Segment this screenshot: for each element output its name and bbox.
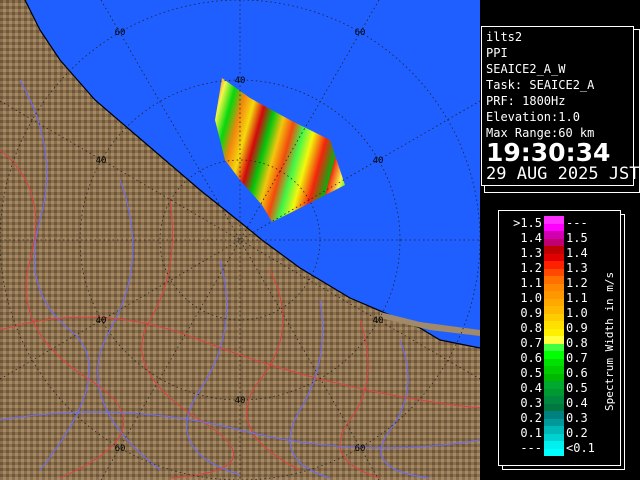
legend-left-label: 0.3 bbox=[520, 396, 542, 410]
legend-right-label: 0.9 bbox=[566, 321, 588, 335]
legend-swatch bbox=[544, 276, 564, 291]
legend-left-label: 0.7 bbox=[520, 336, 542, 350]
scan-date: 29 AUG 2025 JST bbox=[486, 164, 640, 184]
legend-row: 0.4 0.5 bbox=[499, 381, 620, 396]
ring-label: 40 bbox=[373, 156, 384, 166]
ppi-map: 40 40 40 40 40 40 60 60 60 60 bbox=[0, 0, 480, 480]
legend-left-label: 1.0 bbox=[520, 291, 542, 305]
legend-row: 0.5 0.6 bbox=[499, 366, 620, 381]
ring-label: 40 bbox=[96, 156, 107, 166]
legend-swatch bbox=[544, 381, 564, 396]
ring-label: 40 bbox=[235, 396, 246, 406]
ring-label: 60 bbox=[355, 28, 366, 38]
legend-row: 0.1 0.2 bbox=[499, 426, 620, 441]
legend-unit-label: Spectrum Width in m/s bbox=[603, 271, 616, 411]
ring-label: 40 bbox=[96, 316, 107, 326]
legend-row: 1.3 1.4 bbox=[499, 246, 620, 261]
legend-right-label: 0.4 bbox=[566, 396, 588, 410]
legend-right-label: <0.1 bbox=[566, 441, 595, 455]
legend-swatch bbox=[544, 291, 564, 306]
legend-row: >1.5 --- bbox=[499, 216, 620, 231]
legend-row: 1.2 1.3 bbox=[499, 261, 620, 276]
legend-left-label: 0.4 bbox=[520, 381, 542, 395]
legend-right-label: 0.7 bbox=[566, 351, 588, 365]
color-legend: >1.5 --- 1.4 1.5 1.3 1.4 1.2 1.3 1.1 1.2 1.0 1.1 0.9… bbox=[498, 210, 621, 466]
legend-row: 0.6 0.7 bbox=[499, 351, 620, 366]
legend-right-label: 0.2 bbox=[566, 426, 588, 440]
legend-swatch bbox=[544, 261, 564, 276]
ring-label: 60 bbox=[355, 444, 366, 454]
legend-left-label: 1.4 bbox=[520, 231, 542, 245]
legend-swatch bbox=[544, 231, 564, 246]
legend-right-label: 1.2 bbox=[566, 276, 588, 290]
legend-right-label: 1.0 bbox=[566, 306, 588, 320]
legend-swatch bbox=[544, 216, 564, 231]
legend-swatch bbox=[544, 336, 564, 351]
legend-row: 0.3 0.4 bbox=[499, 396, 620, 411]
task: Task: SEAICE2_A bbox=[486, 78, 595, 92]
legend-left-label: 0.9 bbox=[520, 306, 542, 320]
legend-row: --- <0.1 bbox=[499, 441, 620, 456]
legend-swatch bbox=[544, 321, 564, 336]
elevation: Elevation:1.0 bbox=[486, 110, 580, 124]
rivers bbox=[0, 79, 480, 479]
legend-right-label: 1.1 bbox=[566, 291, 588, 305]
legend-right-label: 1.3 bbox=[566, 261, 588, 275]
legend-left-label: 0.1 bbox=[520, 426, 542, 440]
legend-swatch bbox=[544, 396, 564, 411]
sandbar bbox=[380, 312, 480, 336]
radar-name: ilts2 bbox=[486, 30, 523, 44]
info-panel: ilts2 PPI SEAICE2_A_W Task: SEAICE2_A PR… bbox=[481, 26, 640, 186]
max-range: Max Range:60 km bbox=[486, 126, 595, 140]
product-name: SEAICE2_A_W bbox=[486, 62, 566, 76]
legend-right-label: --- bbox=[566, 216, 588, 230]
legend-swatch bbox=[544, 411, 564, 426]
legend-row: 0.9 1.0 bbox=[499, 306, 620, 321]
legend-left-label: >1.5 bbox=[513, 216, 542, 230]
legend-swatch bbox=[544, 351, 564, 366]
legend-row: 0.2 0.3 bbox=[499, 411, 620, 426]
legend-row: 1.4 1.5 bbox=[499, 231, 620, 246]
legend-right-label: 0.3 bbox=[566, 411, 588, 425]
legend-left-label: 0.6 bbox=[520, 351, 542, 365]
legend-left-label: --- bbox=[520, 441, 542, 455]
legend-swatch bbox=[544, 246, 564, 261]
legend-swatch bbox=[544, 366, 564, 381]
legend-left-label: 1.1 bbox=[520, 276, 542, 290]
ring-label: 40 bbox=[235, 76, 246, 86]
legend-left-label: 1.3 bbox=[520, 246, 542, 260]
legend-right-label: 1.4 bbox=[566, 246, 588, 260]
legend-left-label: 0.5 bbox=[520, 366, 542, 380]
legend-row: 1.0 1.1 bbox=[499, 291, 620, 306]
echo-region bbox=[215, 78, 345, 222]
legend-row: 0.7 0.8 bbox=[499, 336, 620, 351]
legend-right-label: 0.6 bbox=[566, 366, 588, 380]
range-rings bbox=[0, 0, 480, 480]
legend-row: 1.1 1.2 bbox=[499, 276, 620, 291]
legend-right-label: 1.5 bbox=[566, 231, 588, 245]
ring-label: 60 bbox=[115, 28, 126, 38]
prf: PRF: 1800Hz bbox=[486, 94, 566, 108]
legend-row: 0.8 0.9 bbox=[499, 321, 620, 336]
legend-left-label: 0.8 bbox=[520, 321, 542, 335]
legend-swatch bbox=[544, 441, 564, 456]
legend-left-label: 0.2 bbox=[520, 411, 542, 425]
legend-swatch bbox=[544, 306, 564, 321]
legend-right-label: 0.5 bbox=[566, 381, 588, 395]
legend-swatch bbox=[544, 426, 564, 441]
ring-label: 40 bbox=[373, 316, 384, 326]
legend-right-label: 0.8 bbox=[566, 336, 588, 350]
scan-type: PPI bbox=[486, 46, 508, 60]
ring-label: 60 bbox=[115, 444, 126, 454]
scan-time: 19:30:34 bbox=[486, 138, 611, 167]
legend-left-label: 1.2 bbox=[520, 261, 542, 275]
